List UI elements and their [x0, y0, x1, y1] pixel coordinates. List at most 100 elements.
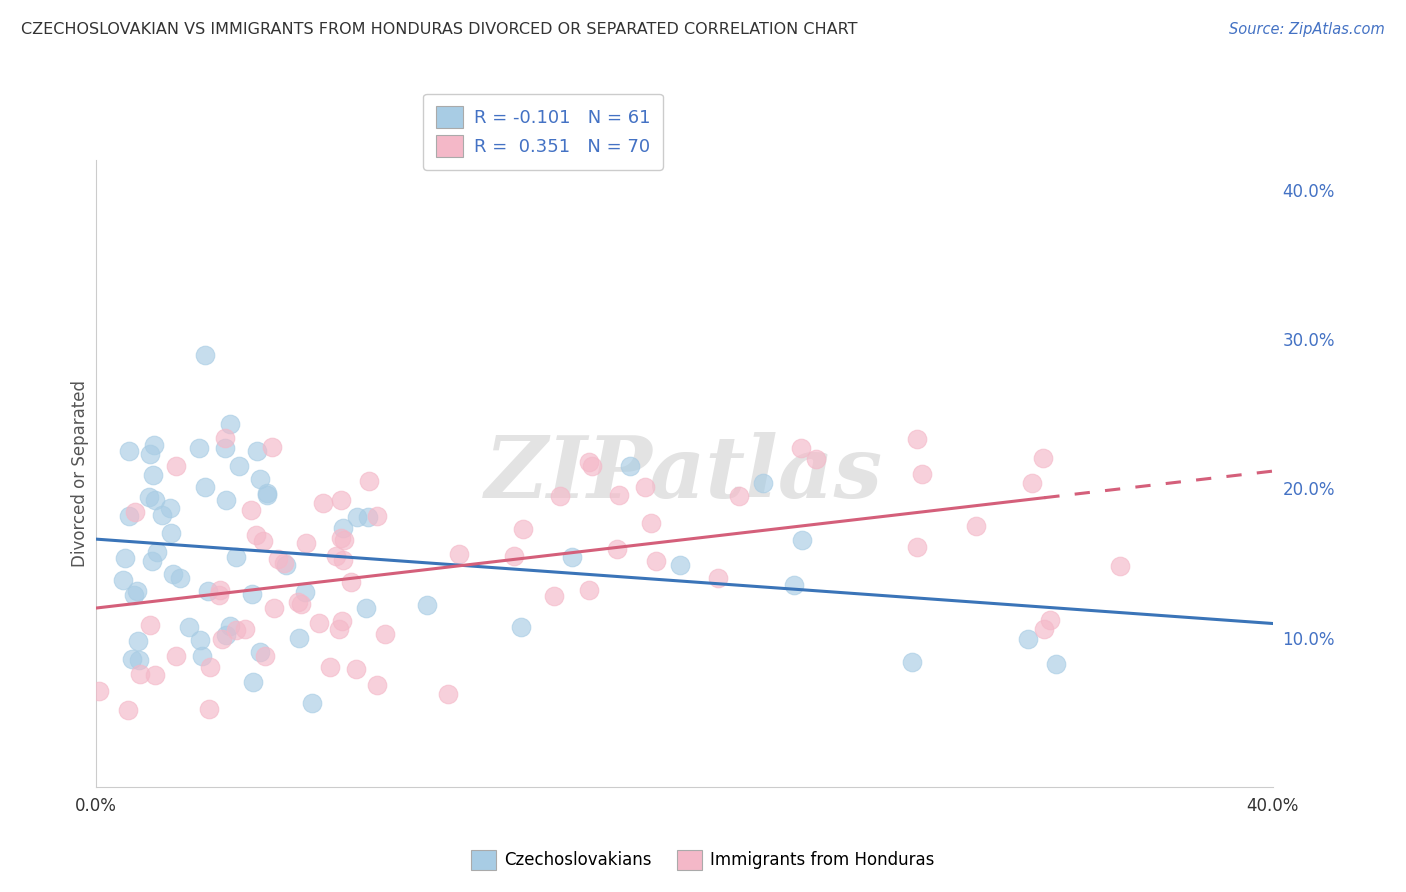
Point: [225, 623, 247, 637]
Point: [1039, 613, 1062, 627]
Point: [233, 622, 256, 636]
Point: [804, 451, 827, 466]
Point: [905, 540, 928, 554]
Point: [332, 533, 354, 548]
Point: [1108, 558, 1130, 573]
Point: [215, 492, 238, 507]
Point: [142, 467, 165, 482]
Point: [188, 632, 211, 647]
Point: [187, 441, 209, 455]
Point: [256, 488, 278, 502]
Point: [374, 626, 396, 640]
Y-axis label: Divorced or Separated: Divorced or Separated: [72, 380, 89, 566]
Legend: Czechoslovakians, Immigrants from Honduras: Czechoslovakians, Immigrants from Hondur…: [464, 843, 942, 877]
Point: [312, 496, 335, 510]
Text: ZIPatlas: ZIPatlas: [485, 432, 883, 515]
Point: [606, 541, 628, 556]
Point: [607, 488, 630, 502]
Point: [114, 551, 136, 566]
Point: [752, 475, 775, 490]
Point: [128, 667, 150, 681]
Point: [561, 549, 583, 564]
Point: [218, 417, 240, 431]
Point: [295, 536, 318, 550]
Point: [267, 551, 290, 566]
Point: [190, 648, 212, 663]
Point: [792, 533, 814, 547]
Point: [249, 645, 271, 659]
Point: [416, 598, 439, 612]
Point: [790, 442, 813, 456]
Point: [308, 615, 330, 630]
Point: [211, 632, 233, 647]
Point: [290, 598, 312, 612]
Point: [354, 601, 377, 615]
Point: [301, 696, 323, 710]
Point: [330, 531, 353, 545]
Point: [330, 492, 353, 507]
Point: [165, 459, 187, 474]
Point: [633, 480, 655, 494]
Point: [447, 547, 470, 561]
Point: [510, 620, 533, 634]
Point: [273, 556, 295, 570]
Point: [118, 444, 141, 458]
Point: [219, 619, 242, 633]
Point: [262, 440, 284, 454]
Point: [578, 583, 600, 598]
Point: [146, 545, 169, 559]
Legend: R = -0.101   N = 61, R =  0.351   N = 70: R = -0.101 N = 61, R = 0.351 N = 70: [423, 94, 664, 170]
Point: [240, 503, 263, 517]
Point: [118, 509, 141, 524]
Point: [141, 554, 163, 568]
Point: [254, 649, 277, 664]
Point: [249, 472, 271, 486]
Point: [330, 614, 353, 628]
Point: [366, 508, 388, 523]
Point: [124, 505, 146, 519]
Point: [252, 534, 274, 549]
Point: [900, 656, 922, 670]
Point: [240, 587, 263, 601]
Point: [1017, 632, 1039, 646]
Point: [581, 458, 603, 473]
Point: [214, 441, 236, 455]
Point: [319, 660, 342, 674]
Point: [225, 549, 247, 564]
Point: [117, 703, 139, 717]
Point: [1033, 622, 1056, 636]
Point: [346, 510, 368, 524]
Point: [128, 653, 150, 667]
Point: [242, 674, 264, 689]
Point: [198, 702, 221, 716]
Point: [160, 526, 183, 541]
Point: [143, 668, 166, 682]
Point: [138, 491, 160, 505]
Point: [359, 475, 381, 489]
Point: [543, 589, 565, 603]
Point: [357, 510, 380, 524]
Point: [198, 660, 221, 674]
Point: [1032, 450, 1054, 465]
Point: [177, 620, 200, 634]
Point: [138, 618, 160, 632]
Point: [125, 584, 148, 599]
Point: [783, 578, 806, 592]
Point: [965, 518, 987, 533]
Point: [89, 684, 111, 698]
Point: [294, 585, 316, 599]
Point: [578, 455, 600, 469]
Point: [162, 567, 184, 582]
Point: [122, 588, 145, 602]
Point: [214, 431, 236, 445]
Point: [256, 486, 278, 500]
Point: [197, 584, 219, 599]
Point: [127, 633, 149, 648]
Point: [706, 570, 728, 584]
Point: [905, 432, 928, 446]
Point: [287, 595, 309, 609]
Point: [165, 649, 187, 664]
Point: [1021, 476, 1043, 491]
Point: [366, 678, 388, 692]
Point: [332, 521, 354, 535]
